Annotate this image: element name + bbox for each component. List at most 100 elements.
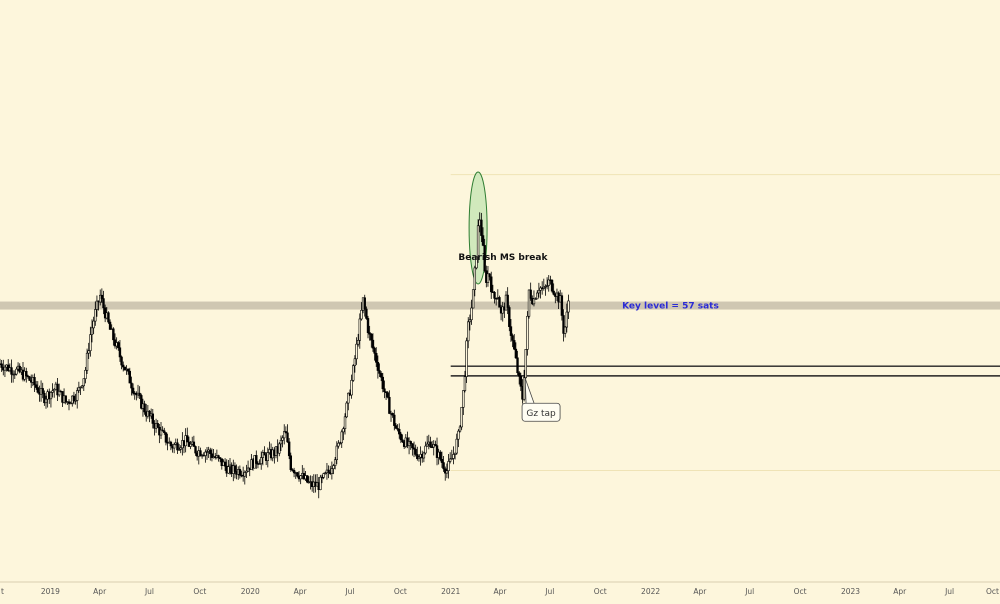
candle-body xyxy=(128,370,131,384)
candle-body xyxy=(148,410,151,417)
x-tick-label: 2020 xyxy=(241,587,260,596)
candle-body xyxy=(468,319,472,323)
x-tick-label: Oct xyxy=(794,587,807,596)
candle-body xyxy=(179,447,182,450)
candle-body xyxy=(383,388,386,392)
candle-body xyxy=(90,327,94,335)
candle-body xyxy=(33,377,36,386)
candle-body xyxy=(335,445,339,461)
candle-body xyxy=(260,457,263,465)
candle-body xyxy=(480,219,483,236)
candle-body xyxy=(51,390,54,393)
candle-body xyxy=(386,392,389,398)
candle-body xyxy=(120,356,123,366)
candle-body xyxy=(511,335,514,341)
candle-body xyxy=(493,292,496,299)
candle-body xyxy=(509,326,513,336)
candle-body xyxy=(396,428,399,430)
candle-body xyxy=(524,349,527,379)
candle-body xyxy=(18,365,21,373)
candle-body xyxy=(516,357,519,374)
candle-body xyxy=(245,470,248,473)
candle-body xyxy=(542,286,546,289)
candle-body xyxy=(238,469,242,476)
candle-body xyxy=(355,343,358,360)
candle-body xyxy=(365,308,368,319)
candle-body xyxy=(526,315,529,350)
candle-body xyxy=(544,286,547,288)
candle-body xyxy=(286,432,289,443)
candle-body xyxy=(192,441,196,447)
candle-body xyxy=(82,378,85,387)
candle-body xyxy=(409,441,412,444)
candle-body xyxy=(138,392,141,396)
candle-body xyxy=(172,444,176,449)
candle-body xyxy=(378,370,381,374)
candle-body xyxy=(462,390,465,408)
candle-body xyxy=(522,377,526,400)
candle-body xyxy=(508,307,511,327)
candle-body xyxy=(337,442,340,447)
candle-body xyxy=(353,358,357,366)
x-tick-label: Apr xyxy=(494,587,508,596)
candle-body xyxy=(393,414,396,426)
candle-body xyxy=(434,444,437,446)
candle-body xyxy=(563,326,567,334)
candle-body xyxy=(53,388,56,392)
x-tick-label: 2021 xyxy=(441,587,460,596)
x-tick-label: Jul xyxy=(144,587,154,596)
candle-body xyxy=(481,235,485,246)
candle-body xyxy=(164,432,168,443)
candle-body xyxy=(414,448,417,455)
candle-body xyxy=(266,452,269,461)
candle-body xyxy=(218,457,222,460)
candle-body xyxy=(64,395,67,403)
candle-body xyxy=(263,452,266,456)
candle-body xyxy=(440,458,444,463)
candle-body xyxy=(384,391,388,393)
candle-body xyxy=(67,401,71,404)
candle-body xyxy=(163,430,166,433)
candle-body xyxy=(519,376,523,387)
candle-body xyxy=(85,352,89,371)
candle-body xyxy=(95,300,99,310)
candle-body xyxy=(56,383,59,396)
x-tick-label: 2022 xyxy=(641,587,660,596)
candle-body xyxy=(343,416,347,429)
x-tick-label: 2023 xyxy=(841,587,860,596)
candle-body xyxy=(94,309,97,322)
candle-body xyxy=(445,470,449,474)
candle-body xyxy=(486,273,490,283)
candle-body xyxy=(156,423,159,428)
candle-body xyxy=(527,289,531,317)
candle-body xyxy=(356,339,360,345)
candle-body xyxy=(514,348,518,359)
candle-body xyxy=(363,297,366,310)
zone-lines xyxy=(450,365,1000,377)
callout-box xyxy=(521,402,561,422)
candle-body xyxy=(375,352,378,363)
x-axis: t 2019 Apr Jul Oct 2020 Apr Jul Oct 2021 Apr Jul Oct… xyxy=(0,581,1000,596)
candle-body xyxy=(107,312,110,323)
candle-body xyxy=(287,441,291,457)
candles xyxy=(0,212,570,499)
candle-body xyxy=(358,318,362,341)
candle-body xyxy=(379,373,383,378)
candle-body xyxy=(529,289,532,299)
candle-body xyxy=(87,350,90,354)
candle-body xyxy=(398,428,401,435)
candle-body xyxy=(381,376,385,390)
x-tick-label: Jul xyxy=(344,587,354,596)
candle-body xyxy=(470,307,473,321)
x-tick-label: Oct xyxy=(986,587,999,596)
candle-body xyxy=(552,290,555,295)
candle-body xyxy=(391,413,394,416)
candle-body xyxy=(186,435,189,443)
x-tick-label: t xyxy=(1,587,4,596)
candle-body xyxy=(513,340,516,350)
candle-body xyxy=(360,309,363,320)
candle-body xyxy=(534,298,537,300)
annotations: Bearish MS break Key level = 57 sats Gz ta… xyxy=(458,253,719,422)
candle-body xyxy=(463,376,467,391)
